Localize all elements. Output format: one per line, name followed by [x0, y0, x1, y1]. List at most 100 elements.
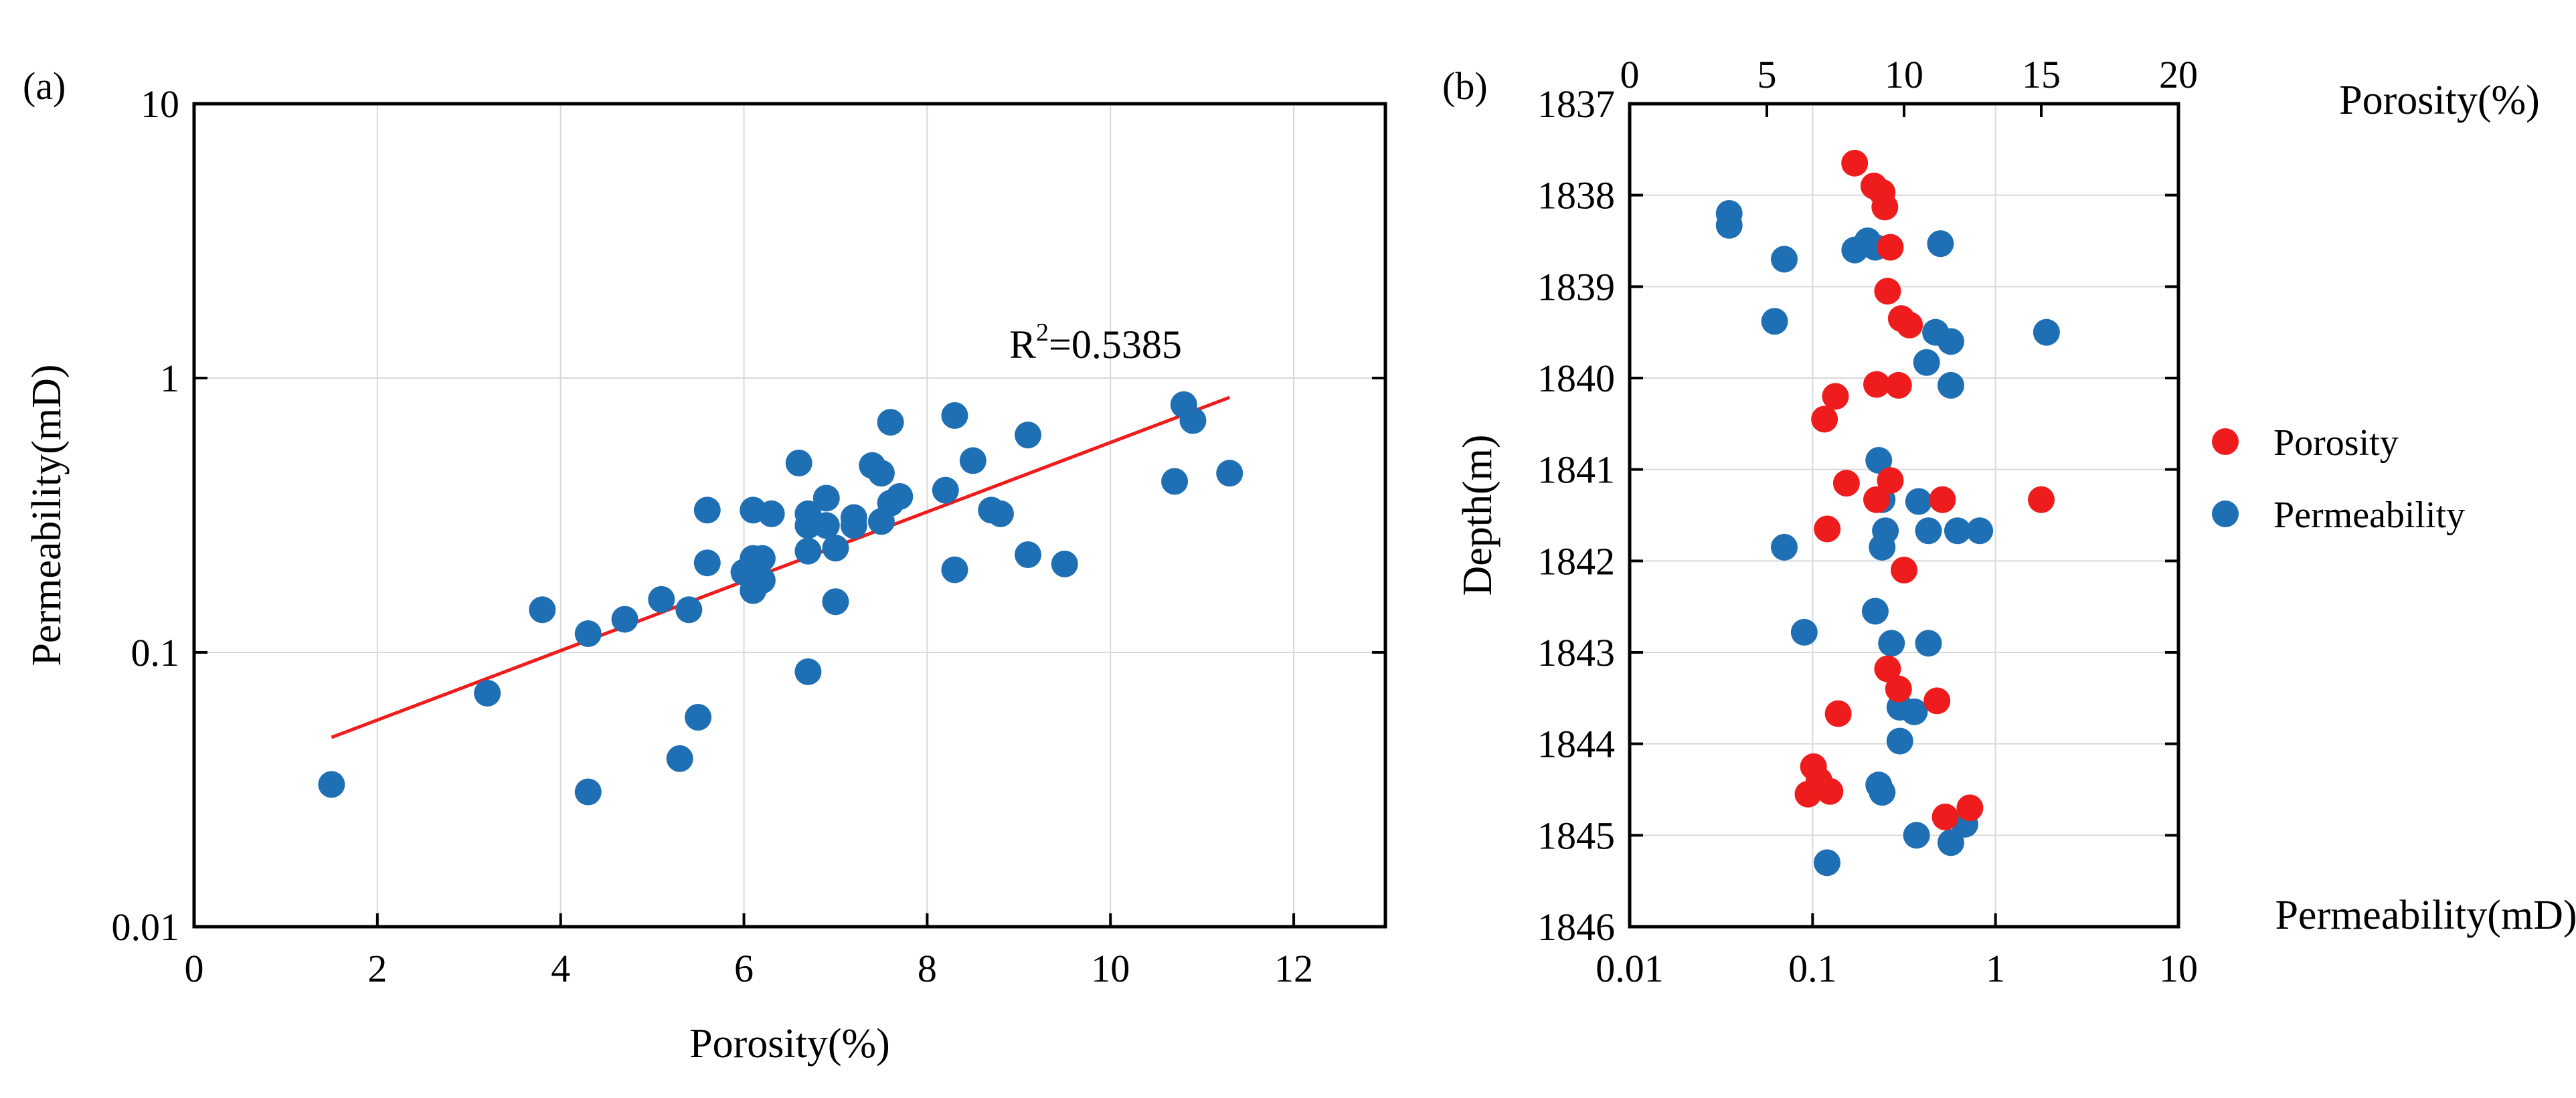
data-point	[574, 778, 602, 806]
data-point	[1015, 541, 1041, 569]
permeability-point	[1841, 236, 1869, 264]
permeability-point	[1937, 371, 1964, 399]
panel-a-label: (a)	[23, 64, 66, 108]
data-point	[1015, 422, 1041, 449]
porosity-point	[1832, 470, 1860, 497]
x-tick-label: 4	[551, 947, 570, 990]
permeability-tick-label: 0.1	[1788, 947, 1837, 990]
data-point	[611, 606, 638, 633]
porosity-point	[1811, 405, 1838, 433]
porosity-tick-label: 20	[2159, 53, 2198, 96]
porosity-point	[1877, 467, 1904, 494]
data-point	[794, 658, 822, 685]
data-point	[822, 588, 849, 616]
panel-b-plot-area	[1628, 102, 2180, 929]
x-tick-label: 10	[1091, 947, 1130, 990]
legend-label-porosity: Porosity	[2273, 422, 2399, 464]
data-point	[574, 620, 602, 648]
porosity-point	[1841, 149, 1869, 177]
panel-a-y-tick-labels: 0.01 0.1 1 10	[112, 82, 180, 949]
data-point	[693, 549, 721, 577]
porosity-points	[1794, 149, 2055, 830]
porosity-point	[1929, 486, 1956, 513]
depth-tick-label: 1842	[1537, 539, 1615, 583]
panel-a-points	[318, 391, 1243, 806]
permeability-point	[1869, 779, 1896, 806]
permeability-tick-label: 0.01	[1596, 947, 1664, 990]
data-point	[1161, 468, 1189, 495]
permeability-tick-label: 10	[2159, 947, 2198, 990]
y-tick-label: 1	[160, 357, 179, 400]
permeability-tick-label: 1	[1986, 947, 2005, 990]
x-tick-label: 6	[734, 947, 754, 990]
data-point	[1051, 550, 1078, 577]
data-point	[822, 535, 849, 562]
panel-b: (b) 1837 1838 1839 1840 1841 1842 1843 1844 1845…	[1442, 53, 2576, 990]
porosity-point	[1863, 486, 1890, 513]
permeability-point	[1761, 308, 1788, 335]
y-tick-label: 0.01	[112, 905, 180, 949]
porosity-point	[1923, 687, 1951, 715]
panel-a-y-axis-label: Permeability(mD)	[24, 364, 70, 666]
porosity-point	[1885, 675, 1912, 703]
porosity-point	[1794, 780, 1822, 808]
porosity-point	[1891, 557, 1917, 583]
depth-tick-label: 1840	[1537, 357, 1615, 400]
data-point	[840, 512, 867, 539]
porosity-tick-label: 10	[1885, 53, 1923, 96]
depth-tick-label: 1838	[1537, 174, 1615, 217]
panel-a-x-tick-labels: 0 2 4 6 8 10 12	[185, 947, 1314, 990]
data-point	[959, 447, 986, 474]
r-squared-superscript: 2	[1036, 318, 1049, 347]
data-point	[867, 460, 895, 487]
data-point	[666, 745, 693, 772]
x-tick-label: 0	[185, 947, 204, 990]
panel-a-plot-area	[192, 102, 1387, 929]
porosity-point	[1814, 515, 1841, 543]
r-squared-value: =0.5385	[1049, 323, 1182, 367]
data-point	[748, 545, 776, 572]
panel-b-porosity-tick-labels: 0 5 10 15 20	[1620, 53, 2199, 96]
data-point	[474, 679, 501, 707]
permeability-point	[1869, 533, 1896, 561]
permeability-point	[1901, 698, 1928, 725]
data-point	[693, 496, 721, 524]
panel-b-y-axis-label: Depth(m)	[1455, 434, 1500, 596]
panel-a-grid	[194, 104, 1385, 927]
permeability-point	[1886, 727, 1913, 755]
porosity-tick-label: 5	[1757, 53, 1777, 96]
porosity-point	[1877, 234, 1904, 261]
data-point	[318, 771, 345, 798]
data-point	[685, 703, 712, 731]
r-squared-annotation: R2=0.5385	[1009, 318, 1182, 367]
porosity-point	[1822, 383, 1849, 410]
permeability-point	[1937, 829, 1964, 856]
permeability-point	[1915, 630, 1942, 657]
depth-tick-label: 1839	[1537, 265, 1615, 308]
permeability-point	[1861, 598, 1889, 625]
panel-a-ticks	[193, 102, 1385, 928]
trend-line	[331, 395, 1231, 739]
panel-b-ticks	[1628, 102, 2180, 928]
permeability-point	[1905, 488, 1932, 515]
panel-b-grid	[1630, 104, 2178, 927]
permeability-point	[1937, 328, 1964, 355]
porosity-point	[1931, 804, 1959, 830]
data-point	[886, 483, 914, 511]
porosity-point	[1896, 311, 1923, 339]
data-point	[794, 537, 822, 565]
porosity-point	[1863, 371, 1890, 398]
depth-tick-label: 1844	[1537, 723, 1615, 766]
panel-a-x-axis-label: Porosity(%)	[689, 1021, 890, 1067]
data-point	[648, 585, 675, 613]
data-point	[794, 512, 822, 539]
porosity-tick-label: 15	[2022, 53, 2061, 96]
legend: Porosity Permeability	[2212, 422, 2465, 536]
panel-b-top-axis-label: Porosity(%)	[2339, 78, 2540, 123]
permeability-point	[1944, 517, 1971, 545]
y-tick-label: 0.1	[131, 631, 180, 674]
data-point	[812, 484, 840, 512]
data-point	[812, 512, 840, 539]
